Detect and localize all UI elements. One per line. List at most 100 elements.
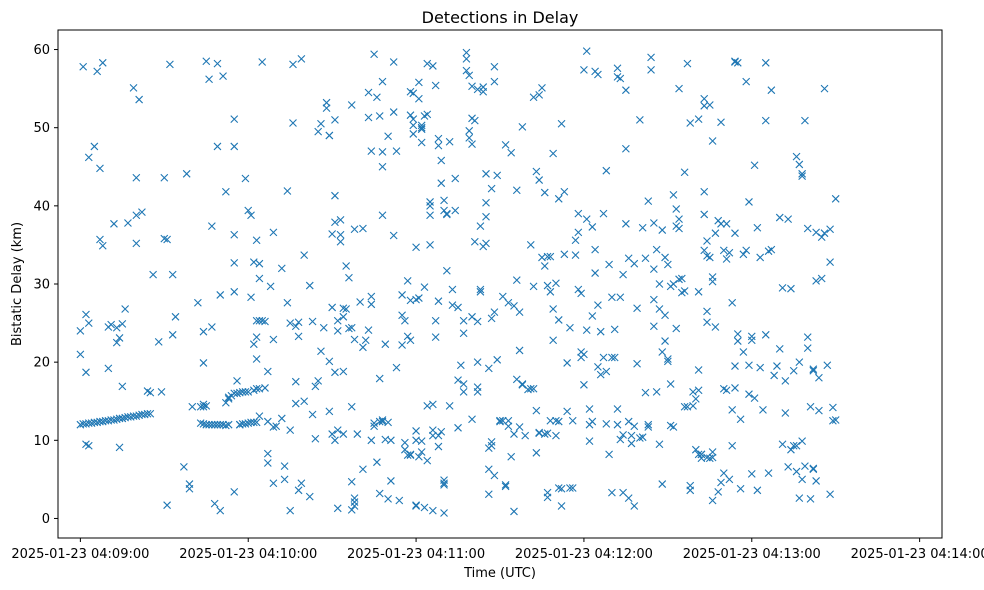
data-point-marker [652, 387, 661, 396]
data-point-marker [277, 264, 286, 273]
data-point-marker [613, 64, 622, 73]
data-point-marker [792, 152, 801, 161]
data-point-marker [308, 317, 317, 326]
data-point-marker [722, 219, 731, 228]
data-point-marker [823, 361, 832, 370]
data-point-marker [540, 262, 549, 270]
data-point-marker [767, 245, 776, 254]
data-point-marker [247, 293, 255, 302]
data-point-marker [336, 230, 345, 239]
data-point-marker [510, 301, 518, 310]
data-point-marker [118, 319, 127, 328]
data-point-marker [591, 269, 600, 277]
data-point-marker [207, 323, 216, 331]
data-point-marker [454, 303, 462, 312]
data-point-marker [661, 253, 669, 262]
data-point-marker [826, 490, 834, 499]
data-point-marker [219, 72, 227, 80]
data-point-marker [661, 337, 669, 345]
data-point-marker [476, 222, 485, 231]
data-point-marker [132, 211, 141, 220]
data-point-marker [552, 431, 560, 440]
data-point-marker [367, 292, 376, 301]
data-point-marker [731, 229, 739, 238]
data-point-marker [691, 394, 700, 403]
data-point-marker [557, 119, 566, 128]
data-point-marker [437, 427, 446, 436]
data-point-marker [683, 59, 692, 68]
data-point-marker [619, 270, 627, 279]
data-point-marker [255, 274, 264, 283]
data-point-marker [353, 430, 362, 438]
data-point-marker [490, 471, 499, 480]
data-point-marker [205, 75, 213, 84]
data-point-marker [124, 219, 132, 227]
data-point-marker [221, 421, 230, 430]
data-point-marker [241, 174, 250, 183]
data-point-marker [817, 274, 826, 283]
data-point-marker [387, 477, 395, 485]
data-point-marker [216, 291, 225, 299]
data-point-marker [325, 407, 334, 416]
data-point-marker [249, 418, 258, 427]
data-point-marker [350, 335, 359, 344]
data-point-marker [658, 348, 667, 356]
plot-frame [57, 29, 943, 539]
chart-title: Detections in Delay [422, 8, 579, 27]
data-point-marker [675, 224, 683, 233]
data-point-marker [728, 298, 737, 307]
data-point-marker [261, 384, 269, 392]
data-point-marker [806, 495, 815, 503]
data-point-marker [163, 235, 171, 244]
data-point-marker [230, 488, 239, 496]
data-point-marker [512, 276, 521, 284]
data-point-marker [689, 402, 697, 410]
data-point-marker [577, 289, 586, 298]
data-point-marker [633, 359, 641, 368]
data-point-marker [731, 384, 739, 392]
data-point-marker [655, 280, 664, 288]
data-point-marker [526, 241, 535, 249]
data-point-marker [336, 237, 345, 246]
data-point-marker [462, 66, 471, 75]
data-point-marker [613, 420, 622, 429]
data-point-marker [157, 387, 166, 396]
data-point-marker [745, 390, 753, 399]
data-point-marker [291, 322, 300, 331]
data-point-marker [554, 417, 563, 426]
data-point-marker [314, 127, 323, 136]
data-point-marker [585, 437, 594, 445]
data-point-marker [580, 380, 588, 389]
data-point-marker [406, 336, 415, 345]
data-point-marker [680, 287, 689, 295]
data-point-marker [280, 462, 289, 470]
data-point-marker [112, 323, 121, 332]
data-point-marker [630, 422, 639, 431]
data-point-marker [778, 440, 787, 449]
data-point-marker [266, 282, 275, 291]
data-point-marker [440, 479, 448, 488]
data-point-marker [291, 399, 300, 408]
data-point-marker [398, 311, 406, 320]
data-point-marker [663, 355, 672, 363]
data-point-marker [694, 386, 703, 395]
data-point-marker [708, 277, 717, 286]
data-point-marker [775, 213, 784, 222]
data-point-marker [764, 469, 773, 478]
y-tick-label: 20 [33, 356, 50, 371]
data-point-marker [454, 423, 462, 432]
data-point-marker [345, 273, 353, 282]
data-point-marker [476, 285, 485, 294]
data-point-marker [213, 59, 222, 68]
data-point-marker [728, 441, 737, 450]
data-point-marker [616, 74, 625, 83]
data-point-marker [672, 205, 681, 213]
data-point-marker [596, 327, 605, 336]
data-point-marker [423, 110, 432, 119]
data-point-marker [473, 387, 482, 396]
data-point-marker [339, 312, 348, 321]
data-point-marker [138, 208, 146, 216]
data-point-marker [812, 228, 821, 237]
data-point-marker [675, 84, 683, 93]
data-point-marker [635, 115, 644, 124]
